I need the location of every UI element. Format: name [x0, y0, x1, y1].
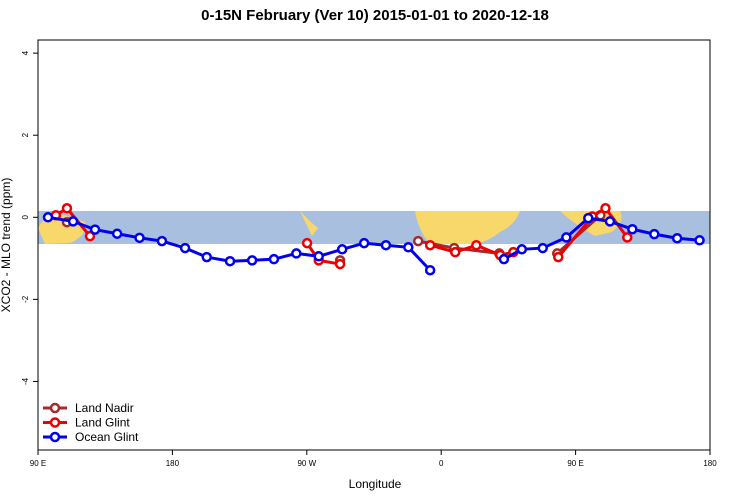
- legend-label: Land Glint: [75, 416, 130, 430]
- data-point: [291, 248, 302, 259]
- data-point: [553, 251, 564, 263]
- legend-marker: [49, 431, 61, 443]
- data-point: [201, 251, 212, 263]
- data-point: [449, 246, 461, 258]
- data-point: [471, 239, 482, 251]
- data-point: [561, 232, 572, 243]
- data-point: [179, 242, 191, 254]
- y-tick-label: 2: [21, 132, 30, 137]
- data-point: [671, 232, 683, 244]
- y-tick-label: -2: [21, 295, 30, 303]
- x-axis-label: Longitude: [349, 477, 402, 491]
- chart-title: 0-15N February (Ver 10) 2015-01-01 to 20…: [201, 7, 549, 24]
- legend-label: Ocean Glint: [75, 430, 139, 444]
- data-point: [42, 212, 54, 223]
- x-tick-label: 90 E: [30, 459, 46, 468]
- legend-marker: [49, 402, 61, 414]
- data-point: [358, 237, 370, 249]
- plot-frame: [37, 39, 711, 451]
- data-point: [424, 239, 436, 251]
- y-axis-label: XCO2 - MLO trend (ppm): [0, 178, 13, 313]
- data-point: [600, 203, 611, 214]
- data-point: [111, 228, 123, 239]
- x-tick-label: 180: [166, 459, 180, 468]
- data-point: [694, 235, 705, 246]
- data-point: [403, 242, 414, 253]
- data-point: [334, 258, 346, 270]
- legend-label: Land Nadir: [75, 401, 134, 415]
- data-point: [537, 242, 548, 254]
- data-point: [498, 253, 510, 265]
- data-point: [224, 255, 236, 267]
- y-tick-label: 0: [21, 215, 30, 220]
- data-point: [156, 235, 168, 247]
- data-point: [301, 237, 313, 249]
- data-point: [583, 212, 594, 224]
- data-point: [268, 253, 280, 265]
- data-point: [89, 224, 101, 235]
- data-point: [627, 223, 638, 235]
- data-point: [67, 216, 79, 227]
- x-tick-label: 90 W: [297, 459, 316, 468]
- data-point: [134, 232, 145, 244]
- data-point: [649, 228, 660, 240]
- y-tick-label: 4: [21, 50, 30, 55]
- data-point: [336, 244, 348, 255]
- x-tick-label: 180: [703, 459, 717, 468]
- x-tick-label: 0: [439, 459, 444, 468]
- data-point: [61, 203, 73, 214]
- data-point: [412, 235, 424, 247]
- data-point: [84, 230, 96, 242]
- x-tick-label: 90 E: [567, 459, 583, 468]
- data-point: [246, 255, 258, 266]
- data-point: [424, 264, 436, 276]
- legend-marker: [49, 417, 61, 428]
- data-point: [380, 239, 392, 251]
- data-point: [604, 216, 616, 227]
- data-point: [516, 244, 528, 255]
- data-point: [622, 232, 633, 243]
- data-point: [313, 251, 324, 262]
- y-tick-label: -4: [21, 377, 30, 385]
